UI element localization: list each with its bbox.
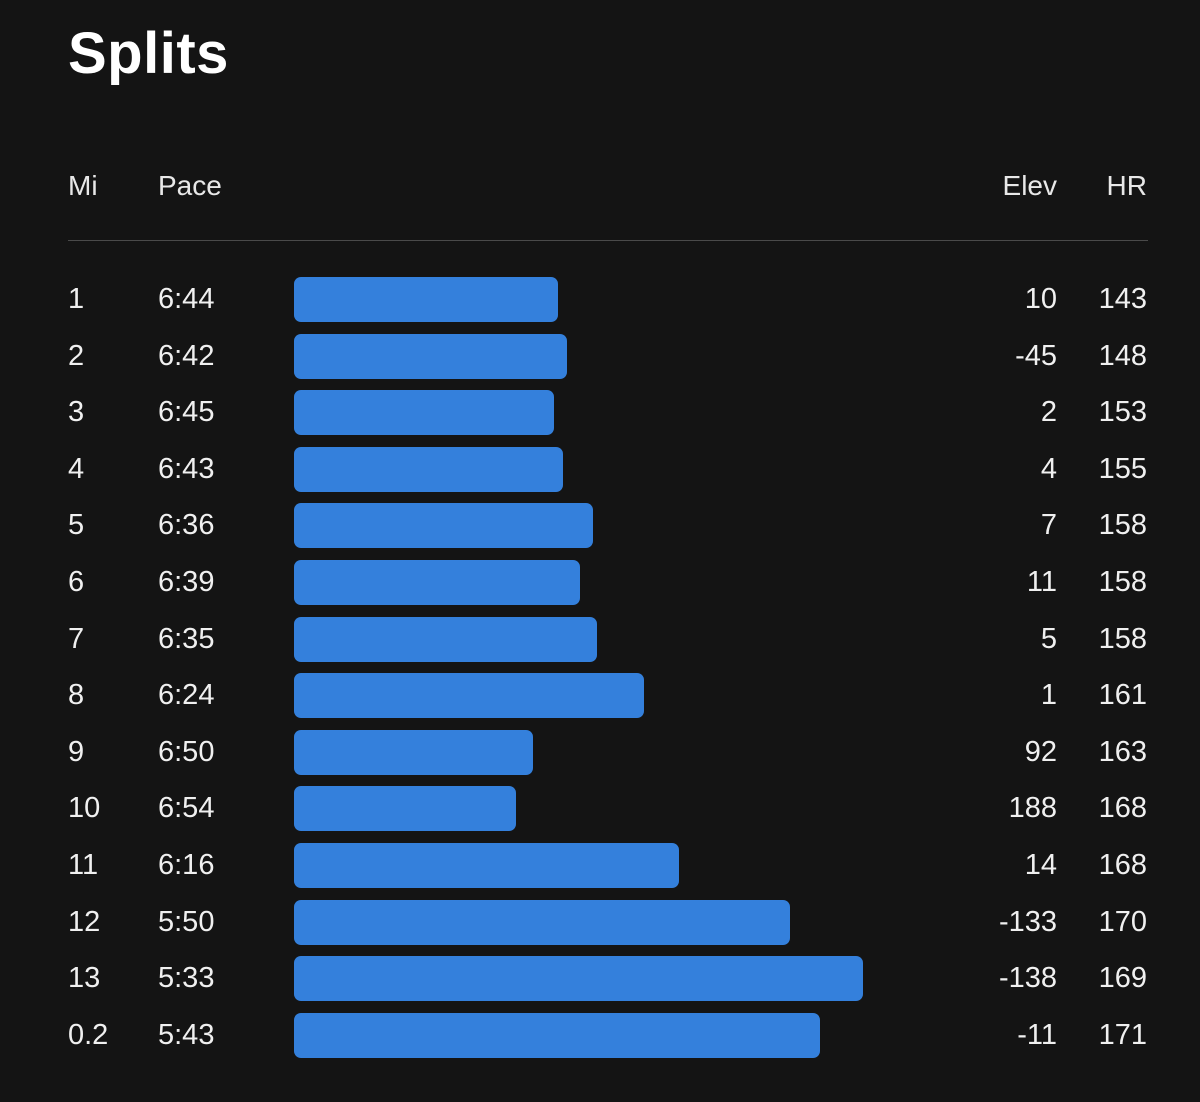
split-elev: -45	[1015, 339, 1057, 372]
split-hr: 161	[1098, 679, 1147, 712]
table-row: 8 6:24 1 161	[0, 667, 1200, 724]
split-pace: 6:24	[158, 679, 215, 712]
split-pace: 5:50	[158, 905, 215, 938]
header-hr: HR	[1106, 170, 1147, 201]
pace-bar	[294, 559, 580, 605]
split-mile: 7	[68, 622, 85, 655]
split-mile: 4	[68, 452, 85, 485]
split-hr: 148	[1098, 339, 1147, 372]
split-pace: 6:36	[158, 509, 215, 542]
table-row: 0.2 5:43 -11 171	[0, 1007, 1200, 1064]
table-row: 11 6:16 14 168	[0, 837, 1200, 894]
split-mile: 13	[68, 962, 101, 995]
split-pace: 6:35	[158, 622, 215, 655]
table-row: 3 6:45 2 153	[0, 384, 1200, 441]
split-hr: 171	[1098, 1018, 1147, 1051]
table-row: 5 6:36 7 158	[0, 497, 1200, 554]
header-mi: Mi	[68, 170, 98, 201]
table-row: 4 6:43 4 155	[0, 441, 1200, 498]
split-hr: 143	[1098, 283, 1147, 315]
pace-bar	[294, 786, 516, 832]
split-hr: 169	[1098, 962, 1147, 995]
split-mile: 8	[68, 679, 85, 712]
split-mile: 0.2	[68, 1018, 109, 1051]
split-elev: 1	[1040, 679, 1057, 712]
pace-bar	[294, 503, 593, 549]
pace-bar	[294, 446, 563, 492]
table-row: 13 5:33 -138 169	[0, 950, 1200, 1007]
split-elev: 11	[1026, 565, 1057, 598]
pace-bar	[294, 333, 567, 379]
header-pace: Pace	[158, 170, 222, 201]
table-row: 12 5:50 -133 170	[0, 894, 1200, 951]
split-hr: 170	[1098, 905, 1147, 938]
split-elev: 4	[1040, 452, 1057, 485]
split-mile: 5	[68, 509, 85, 542]
split-pace: 6:50	[158, 735, 215, 768]
split-mile: 2	[68, 339, 85, 372]
split-pace: 6:16	[158, 848, 215, 881]
split-pace: 5:43	[158, 1018, 215, 1051]
table-row: 6 6:39 11 158	[0, 554, 1200, 611]
table-row: 1 6:44 10 143	[0, 271, 1200, 328]
split-hr: 155	[1098, 452, 1147, 485]
pace-bar	[294, 956, 863, 1002]
split-elev: -133	[998, 905, 1057, 938]
table-row: 7 6:35 5 158	[0, 611, 1200, 668]
split-elev: -11	[1017, 1018, 1057, 1051]
split-hr: 158	[1098, 622, 1147, 655]
table-row: 2 6:42 -45 148	[0, 328, 1200, 385]
split-elev: -138	[998, 962, 1057, 995]
pace-bar	[294, 842, 679, 888]
split-elev: 7	[1040, 509, 1057, 542]
split-mile: 6	[68, 565, 85, 598]
split-hr: 163	[1098, 735, 1147, 768]
split-mile: 1	[68, 283, 85, 315]
table-row: 9 6:50 92 163	[0, 724, 1200, 781]
split-pace: 6:43	[158, 452, 215, 485]
split-elev: 5	[1040, 622, 1057, 655]
page-title: Splits	[68, 21, 229, 86]
split-pace: 6:54	[158, 792, 215, 825]
split-pace: 5:33	[158, 962, 215, 995]
split-hr: 158	[1098, 565, 1147, 598]
split-pace: 6:45	[158, 396, 215, 429]
split-pace: 6:44	[158, 283, 215, 315]
pace-bar	[294, 729, 533, 775]
split-pace: 6:39	[158, 565, 215, 598]
split-hr: 153	[1098, 396, 1147, 429]
split-hr: 168	[1098, 848, 1147, 881]
split-elev: 14	[1024, 848, 1057, 881]
pace-bar	[294, 277, 558, 322]
pace-bar	[294, 390, 554, 436]
split-pace: 6:42	[158, 339, 215, 372]
split-elev: 10	[1024, 283, 1057, 315]
split-mile: 9	[68, 735, 85, 768]
split-hr: 158	[1098, 509, 1147, 542]
split-elev: 188	[1008, 792, 1057, 825]
table-row: 10 6:54 188 168	[0, 780, 1200, 837]
split-mile: 11	[68, 848, 99, 881]
split-mile: 10	[68, 792, 101, 825]
splits-list: 1 6:44 10 143 2 6:42 -45 148 3 6:45 2 153 4 6:43 4 155 5…	[0, 271, 1200, 1063]
split-hr: 168	[1098, 792, 1147, 825]
pace-bar	[294, 673, 644, 719]
split-mile: 12	[68, 905, 101, 938]
header-divider	[68, 240, 1148, 241]
pace-bar	[294, 899, 790, 945]
header-elev: Elev	[1002, 170, 1057, 201]
split-elev: 92	[1024, 735, 1057, 768]
pace-bar	[294, 1012, 820, 1058]
pace-bar	[294, 616, 597, 662]
split-elev: 2	[1040, 396, 1057, 429]
split-mile: 3	[68, 396, 85, 429]
table-header: Mi Pace Elev HR	[0, 166, 1200, 206]
